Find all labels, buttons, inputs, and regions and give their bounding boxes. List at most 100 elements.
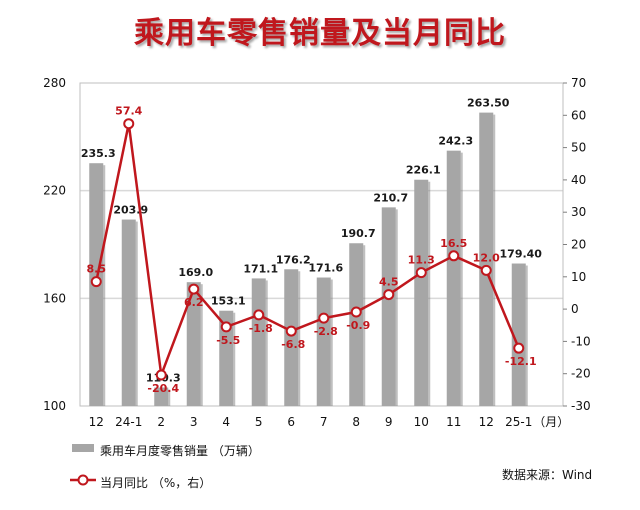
y-right-tick-label: -30 [571, 399, 591, 413]
yoy-data-label: -6.8 [281, 338, 305, 351]
x-tick-label: 7 [320, 415, 328, 429]
x-tick-label: 9 [385, 415, 393, 429]
bar-data-label: 190.7 [341, 227, 376, 240]
yoy-point [513, 342, 525, 354]
x-tick-label: 11 [446, 415, 461, 429]
yoy-data-label: -2.8 [314, 325, 338, 338]
yoy-data-label: 57.4 [115, 105, 142, 118]
yoy-point [285, 325, 297, 337]
yoy-data-label: 12.0 [473, 251, 500, 264]
bar [479, 112, 494, 406]
source-note: 数据来源：Wind [502, 468, 593, 482]
x-tick-label: 12 [479, 415, 494, 429]
y-right-tick-label: 20 [571, 238, 586, 252]
yoy-point [318, 312, 330, 324]
legend-bar-label: 乘用车月度零售销量 （万辆） [100, 444, 260, 458]
bar [446, 150, 461, 406]
yoy-data-label: 4.5 [379, 276, 399, 289]
y-right-tick-label: -20 [571, 367, 591, 381]
bar-data-label: 203.9 [113, 204, 148, 217]
bar-shadow [298, 271, 301, 406]
y-right-tick-label: 10 [571, 270, 586, 284]
bar [121, 219, 136, 406]
bar-shadow [428, 181, 431, 406]
bar [251, 278, 266, 406]
bar-shadow [200, 284, 203, 406]
y-right-tick-label: -10 [571, 334, 591, 348]
bar-data-label: 171.6 [308, 262, 343, 275]
bar [316, 277, 331, 406]
yoy-data-label: -1.8 [249, 322, 273, 335]
bar-shadow [265, 280, 268, 406]
y-left-tick-label: 220 [43, 184, 66, 198]
yoy-point [188, 283, 200, 295]
yoy-point [90, 276, 102, 288]
bar-data-label: 169.0 [178, 266, 213, 279]
x-tick-label: 4 [222, 415, 230, 429]
y-right-tick-label: 0 [571, 302, 579, 316]
bar-data-label: 242.3 [438, 135, 473, 148]
y-right-tick-label: 50 [571, 141, 586, 155]
bar [511, 263, 526, 406]
yoy-data-label: 16.5 [440, 237, 467, 250]
x-unit-label: （月） [533, 415, 569, 429]
bar-shadow [395, 209, 398, 406]
bar-shadow [460, 152, 463, 406]
yoy-data-label: -20.4 [147, 382, 179, 395]
bar-shadow [168, 389, 171, 406]
bar-data-label: 179.40 [500, 248, 543, 261]
yoy-line [95, 122, 520, 377]
x-tick-label: 12 [89, 415, 104, 429]
bar-data-label: 263.50 [467, 97, 510, 110]
bar-shadow [525, 265, 528, 406]
x-tick-label: 5 [255, 415, 263, 429]
bar [219, 310, 234, 406]
yoy-data-label: -12.1 [505, 355, 537, 368]
x-tick-label: 10 [414, 415, 429, 429]
yoy-point [220, 321, 232, 333]
bar-shadow [233, 312, 236, 406]
yoy-data-label: -5.5 [216, 334, 240, 347]
bar [349, 243, 364, 406]
bar-shadow [363, 245, 366, 406]
yoy-data-label: 11.3 [408, 254, 435, 267]
yoy-point [123, 118, 135, 130]
y-left-tick-label: 100 [43, 399, 66, 413]
bar-shadow [103, 165, 106, 406]
y-left-tick-label: 160 [43, 291, 66, 305]
yoy-data-label: -0.9 [346, 319, 370, 332]
bar [414, 179, 429, 406]
x-tick-label: 8 [352, 415, 360, 429]
bar-shadow [493, 114, 496, 406]
bar-data-label: 235.3 [81, 147, 116, 160]
legend-bar-swatch [72, 444, 94, 452]
yoy-point [155, 369, 167, 381]
chart-title: 乘用车零售销量及当月同比 [134, 16, 506, 51]
yoy-point [415, 267, 427, 279]
bar-shadow [330, 279, 333, 406]
yoy-data-label: 8.5 [87, 263, 107, 276]
bar [186, 282, 201, 406]
x-tick-label: 25-1 [505, 415, 532, 429]
y-right-tick-label: 30 [571, 205, 586, 219]
bar-data-label: 153.1 [211, 295, 246, 308]
bar [284, 269, 299, 406]
yoy-point [448, 250, 460, 262]
y-left-tick-label: 280 [43, 76, 66, 90]
yoy-point [480, 264, 492, 276]
bar-shadow [135, 221, 138, 406]
yoy-data-label: 6.2 [184, 296, 204, 309]
bar-data-label: 226.1 [406, 164, 441, 177]
legend-line-marker [77, 474, 89, 486]
bar [154, 387, 169, 406]
x-tick-label: 6 [287, 415, 295, 429]
yoy-point [350, 306, 362, 318]
bar-data-label: 171.1 [243, 262, 278, 275]
x-tick-label: 3 [190, 415, 198, 429]
legend-line-label: 当月同比 （%，右） [100, 476, 212, 490]
yoy-point [253, 309, 265, 321]
y-right-tick-label: 40 [571, 173, 586, 187]
x-tick-label: 24-1 [115, 415, 142, 429]
yoy-point [383, 289, 395, 301]
